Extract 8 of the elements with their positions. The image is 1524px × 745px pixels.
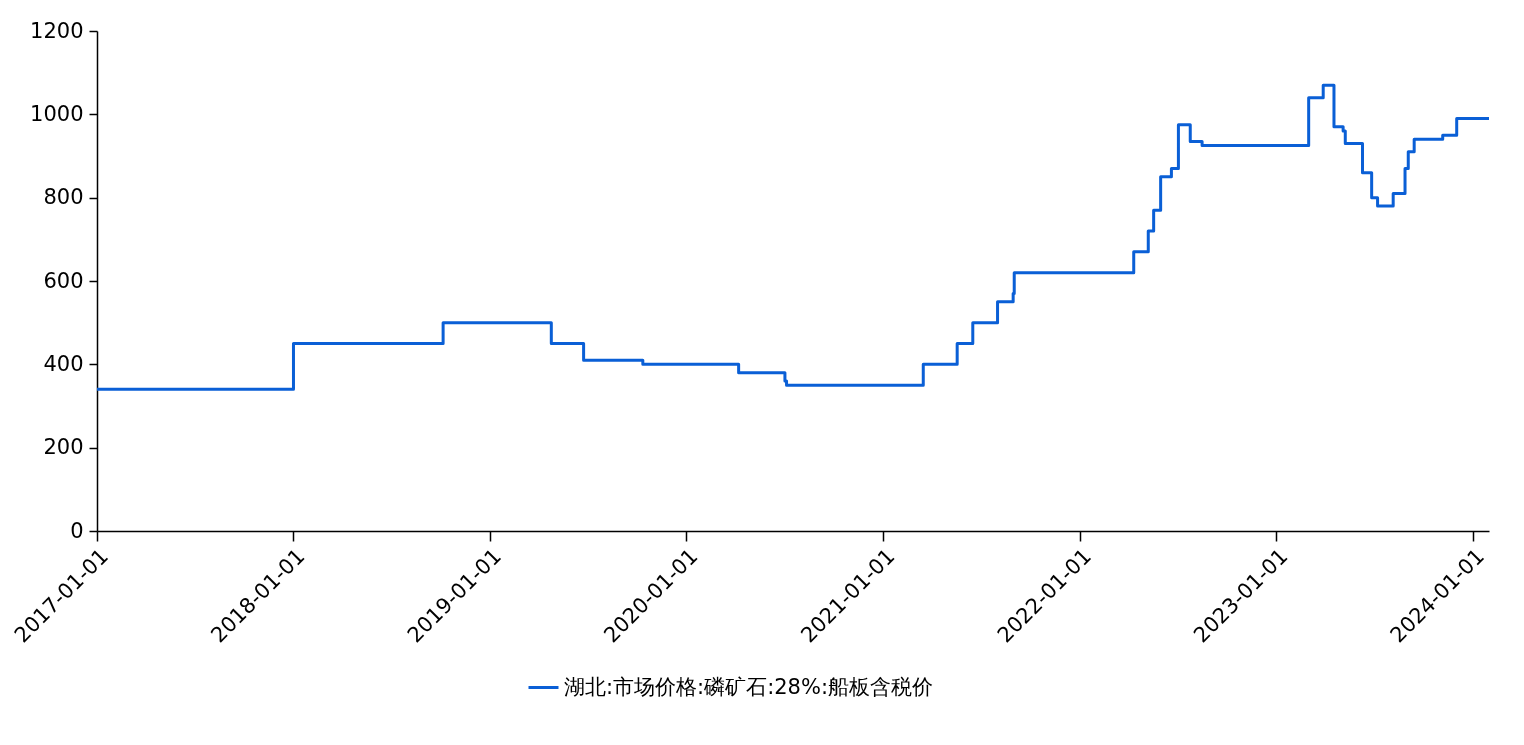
y-tick-label: 400 <box>43 351 84 376</box>
y-tick-label: 0 <box>70 518 84 543</box>
legend-label: 湖北:市场价格:磷矿石:28%:船板含税价 <box>564 674 933 699</box>
y-tick-label: 200 <box>43 435 84 460</box>
y-tick-label: 1000 <box>30 101 84 126</box>
y-tick-label: 800 <box>43 185 84 210</box>
y-tick-label: 1200 <box>30 18 84 43</box>
y-tick-label: 600 <box>43 268 84 293</box>
